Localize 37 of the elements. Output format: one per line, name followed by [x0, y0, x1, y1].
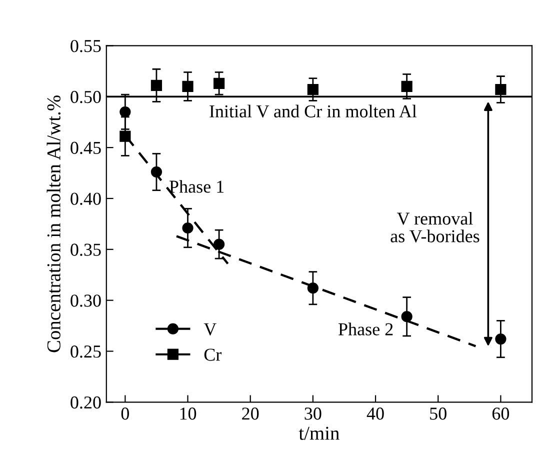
x-tick-label: 60 — [492, 408, 510, 420]
point — [495, 333, 506, 345]
x-tick-label: 10 — [180, 408, 196, 420]
point — [214, 78, 225, 89]
y-tick-label: 0.35 — [70, 244, 101, 256]
ref-line-label: Initial V and Cr in molten Al — [210, 104, 417, 118]
annotation: Phase 2 — [338, 322, 393, 336]
legend-label: Cr — [204, 348, 222, 361]
point — [401, 311, 412, 322]
point — [120, 106, 131, 118]
point — [307, 282, 318, 294]
annotation: V removal as V-borides — [390, 212, 480, 242]
point — [120, 130, 131, 142]
y-tick-label: 0.55 — [70, 40, 101, 52]
x-tick-label: 50 — [430, 408, 446, 420]
annotation: Phase 1 — [170, 180, 224, 193]
y-axis-title: Concentration in molten Al/wt.% — [46, 96, 61, 352]
y-tick-label: 0.50 — [70, 90, 101, 104]
point — [150, 80, 162, 91]
x-axis-title: t/min — [298, 426, 340, 440]
point — [182, 80, 194, 92]
point — [150, 166, 162, 178]
y-tick-label: 0.20 — [70, 396, 101, 409]
point — [307, 84, 318, 96]
y-tick-label: 0.40 — [70, 192, 101, 205]
point — [495, 84, 506, 96]
x-tick-label: 30 — [304, 408, 322, 420]
point — [401, 80, 412, 92]
x-tick-label: 20 — [242, 408, 259, 420]
legend-label: V — [204, 323, 216, 336]
point — [182, 222, 194, 234]
y-tick-label: 0.45 — [70, 142, 101, 154]
x-tick-label: 40 — [366, 408, 384, 420]
x-tick-label: 0 — [121, 408, 129, 420]
y-tick-label: 0.30 — [70, 294, 101, 307]
point — [214, 238, 225, 250]
y-tick-label: 0.25 — [70, 345, 101, 358]
